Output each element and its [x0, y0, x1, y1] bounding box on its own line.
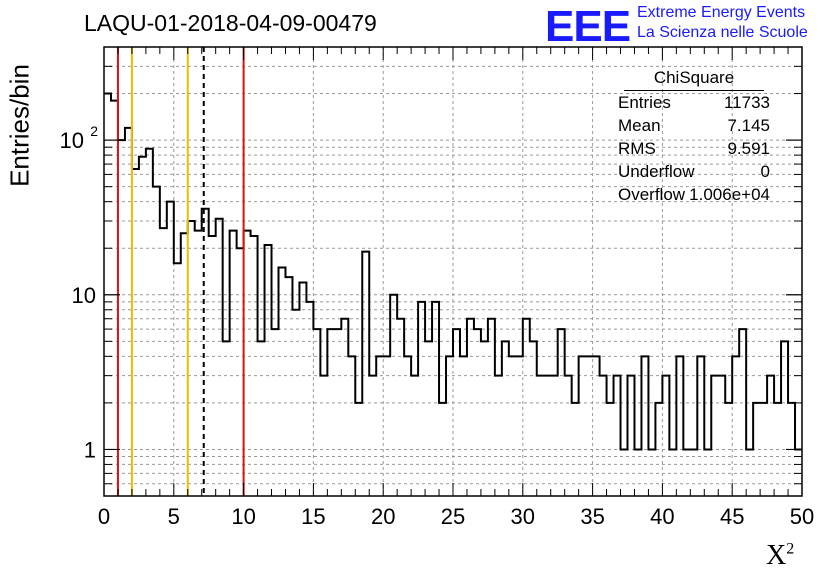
x-tick-label: 20 [371, 504, 395, 529]
logo-line-1: Extreme Energy Events [637, 4, 806, 21]
stats-key: Mean [618, 116, 661, 135]
x-tick-label: 45 [720, 504, 744, 529]
eee-logo: EEE [545, 2, 631, 51]
stats-key: Overflow [618, 185, 686, 204]
stats-value: 0 [760, 162, 770, 181]
chart-title: LAQU-01-2018-04-09-00479 [84, 10, 377, 36]
stats-key: Entries [618, 93, 671, 112]
x-tick-label: 25 [441, 504, 465, 529]
stats-row: Underflow 0 [612, 160, 776, 183]
x-tick-label: 5 [168, 504, 180, 529]
x-tick-label: 50 [790, 504, 814, 529]
y-tick-label-sup: 2 [90, 123, 98, 139]
x-tick-label: 30 [511, 504, 535, 529]
stats-key: RMS [618, 139, 656, 158]
stats-value: 1.006e+04 [689, 185, 770, 204]
x-tick-label: 0 [98, 504, 110, 529]
x-axis-label-sup: 2 [786, 540, 795, 558]
stats-row: RMS 9.591 [612, 137, 776, 160]
stats-key: Underflow [618, 162, 695, 181]
x-tick-label: 10 [231, 504, 255, 529]
stats-title: ChiSquare [624, 68, 764, 91]
y-tick-label: 1 [84, 437, 96, 462]
stats-row: Entries 11733 [612, 91, 776, 114]
histogram-series [104, 92, 802, 451]
x-tick-label: 40 [650, 504, 674, 529]
x-axis-label-base: X [766, 540, 787, 571]
stats-row: Mean 7.145 [612, 114, 776, 137]
x-tick-label: 15 [301, 504, 325, 529]
y-axis-label: Entries/bin [4, 64, 35, 187]
logo-line-2: La Scienza nelle Scuole [637, 24, 808, 41]
stats-box: ChiSquare Entries 11733 Mean 7.145 RMS 9.59… [612, 68, 776, 206]
x-axis-label: X2 [766, 540, 794, 572]
stats-value: 11733 [723, 93, 770, 112]
y-tick-label: 10 [60, 128, 84, 153]
x-tick-label: 35 [580, 504, 604, 529]
stats-row: Overflow 1.006e+04 [612, 183, 776, 206]
y-tick-label: 10 [72, 283, 96, 308]
stats-value: 9.591 [727, 139, 770, 158]
stats-value: 7.145 [727, 116, 770, 135]
